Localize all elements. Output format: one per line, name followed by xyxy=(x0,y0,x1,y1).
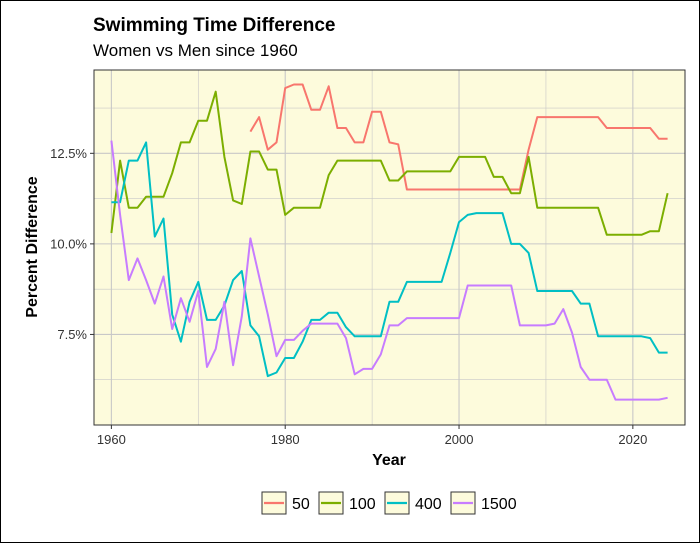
x-tick-label: 2020 xyxy=(618,432,647,447)
legend: 50 100 400 1500 xyxy=(261,491,517,515)
grid-lines xyxy=(94,70,685,425)
chart-title: Swimming Time Difference xyxy=(93,15,336,36)
x-tick-label: 2000 xyxy=(445,432,474,447)
y-axis-title: Percent Difference xyxy=(24,176,41,317)
x-tick-label: 1960 xyxy=(97,432,126,447)
y-tick-label: 10.0% xyxy=(50,236,87,251)
legend-label-400: 400 xyxy=(415,496,442,513)
series-line-1500 xyxy=(110,140,668,401)
axes: 1960 1980 2000 2020 7.5% 10.0% 12.5% xyxy=(50,146,647,447)
x-tick-label: 1980 xyxy=(271,432,300,447)
series-line-50 xyxy=(249,83,668,191)
legend-label-50: 50 xyxy=(292,496,310,513)
y-tick-label: 7.5% xyxy=(57,327,87,342)
legend-label-100: 100 xyxy=(349,496,376,513)
x-axis-title: Year xyxy=(372,452,406,469)
legend-label-1500: 1500 xyxy=(481,496,517,513)
series-line-400 xyxy=(111,141,668,378)
plot-border xyxy=(93,69,686,426)
y-tick-label: 12.5% xyxy=(50,146,87,161)
chart-subtitle: Women vs Men since 1960 xyxy=(93,41,298,60)
series-lines xyxy=(110,83,669,401)
series-line-100 xyxy=(110,90,669,236)
plot-panel xyxy=(94,70,685,425)
